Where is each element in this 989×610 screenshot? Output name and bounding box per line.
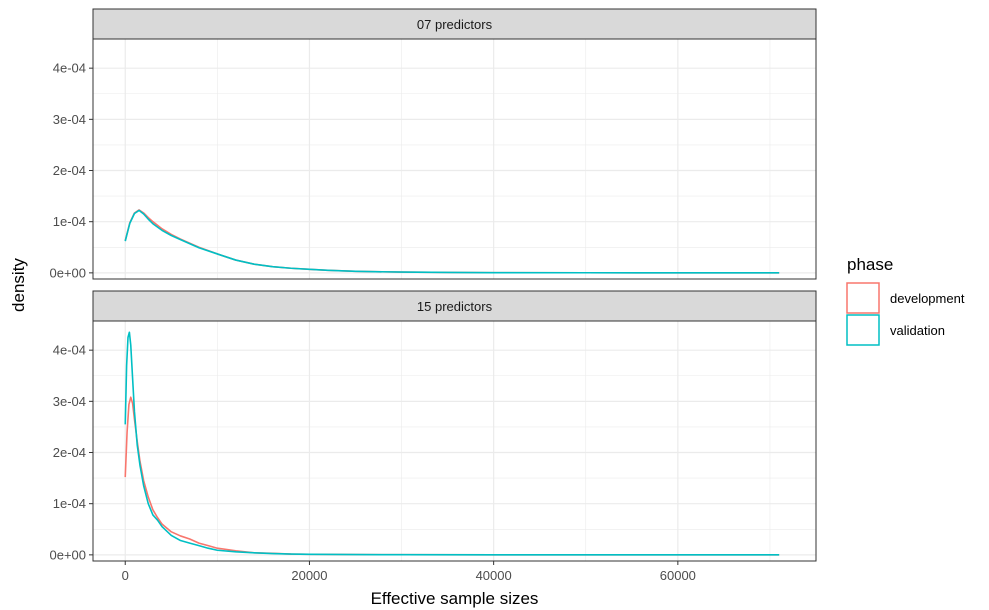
legend-title: phase — [847, 255, 893, 274]
y-tick-label: 3e-04 — [53, 394, 86, 409]
y-tick-label: 4e-04 — [53, 343, 86, 358]
y-tick-label: 4e-04 — [53, 61, 86, 76]
legend-key-development — [846, 282, 880, 314]
legend-label-validation: validation — [890, 323, 945, 338]
panel-background — [93, 39, 816, 279]
x-tick-label: 20000 — [291, 568, 327, 583]
series-line-validation — [124, 209, 780, 274]
y-tick-label: 3e-04 — [53, 112, 86, 127]
y-axis-title: density — [9, 258, 28, 312]
y-tick-label: 2e-04 — [53, 445, 86, 460]
panel-background — [93, 321, 816, 561]
y-tick-label: 1e-04 — [53, 214, 86, 229]
x-axis-title: Effective sample sizes — [371, 589, 539, 608]
facet-strip-label: 15 predictors — [417, 299, 493, 314]
x-tick-label: 0 — [122, 568, 129, 583]
legend-key-validation — [846, 314, 880, 346]
facet-strip — [92, 8, 817, 40]
y-tick-label: 0e+00 — [49, 547, 86, 562]
series-line-validation — [124, 331, 780, 556]
y-tick-label: 1e-04 — [53, 496, 86, 511]
x-tick-label: 60000 — [660, 568, 696, 583]
y-tick-label: 0e+00 — [49, 265, 86, 280]
y-tick-label: 2e-04 — [53, 163, 86, 178]
x-tick-label: 40000 — [476, 568, 512, 583]
facet-strip-label: 07 predictors — [417, 17, 493, 32]
legend-label-development: development — [890, 291, 965, 306]
facet-strip — [92, 290, 817, 322]
